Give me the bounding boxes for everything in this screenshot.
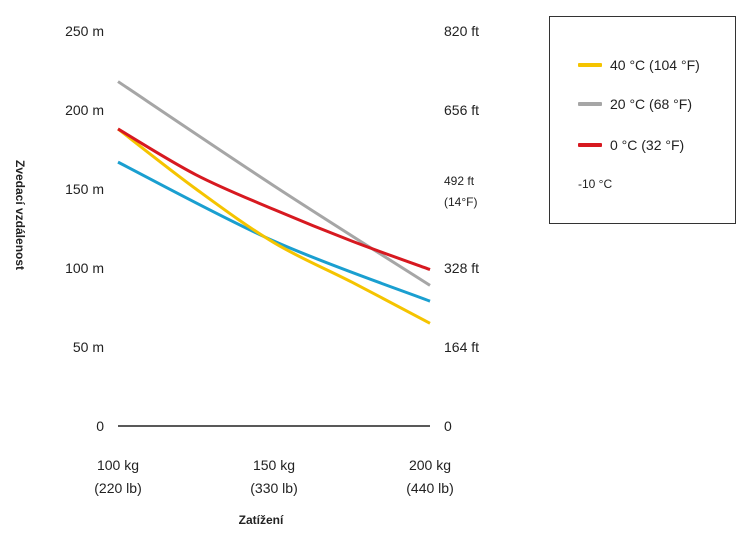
x-tick-label-lb: (220 lb) — [94, 480, 141, 496]
left-y-ticks: 0 50 m 100 m 150 m 200 m 250 m — [65, 23, 104, 434]
right-y-tick-label: 0 — [444, 418, 452, 434]
legend-item-40c: 40 °C (104 °F) — [578, 57, 700, 73]
series-line-40c — [117, 127, 431, 325]
x-tick-label-kg: 150 kg — [253, 457, 295, 473]
y-axis-title: Zvedací vzdálenost — [13, 160, 27, 270]
series-line-0c — [117, 127, 431, 271]
legend-swatch — [578, 63, 602, 67]
right-y-tick-label: 328 ft — [444, 260, 479, 276]
right-y-tick-label: 164 ft — [444, 339, 479, 355]
x-axis-title: Zatížení — [239, 513, 284, 527]
x-tick-label-lb: (440 lb) — [406, 480, 453, 496]
series-line-20c — [117, 80, 431, 287]
legend-item-0c: 0 °C (32 °F) — [578, 137, 684, 153]
left-y-tick-label: 150 m — [65, 181, 104, 197]
legend-note-minus10c: -10 °C — [578, 177, 613, 191]
x-tick-label-lb: (330 lb) — [250, 480, 297, 496]
legend-swatch — [578, 143, 602, 147]
right-y-tick-label: 492 ft — [444, 174, 475, 188]
left-y-tick-label: 200 m — [65, 102, 104, 118]
left-y-tick-label: 100 m — [65, 260, 104, 276]
left-y-tick-label: 50 m — [73, 339, 104, 355]
right-y-tick-label: 820 ft — [444, 23, 479, 39]
legend-label: 20 °C (68 °F) — [610, 96, 692, 112]
left-y-tick-label: 250 m — [65, 23, 104, 39]
right-y-tick-note: (14°F) — [444, 195, 477, 209]
x-tick-label-kg: 200 kg — [409, 457, 451, 473]
legend: 40 °C (104 °F) 20 °C (68 °F) 0 °C (32 °F… — [549, 16, 736, 224]
series-lines — [117, 80, 431, 325]
legend-label: 40 °C (104 °F) — [610, 57, 700, 73]
legend-swatch — [578, 102, 602, 106]
legend-item-20c: 20 °C (68 °F) — [578, 96, 692, 112]
x-ticks: 100 kg (220 lb) 150 kg (330 lb) 200 kg (440 l… — [94, 457, 453, 496]
x-tick-label-kg: 100 kg — [97, 457, 139, 473]
right-y-tick-label: 656 ft — [444, 102, 479, 118]
left-y-tick-label: 0 — [96, 418, 104, 434]
legend-label: 0 °C (32 °F) — [610, 137, 685, 153]
series-line-blue — [117, 160, 431, 303]
right-y-ticks: 0 164 ft 328 ft 492 ft (14°F) 656 ft 820 ft — [444, 23, 479, 434]
